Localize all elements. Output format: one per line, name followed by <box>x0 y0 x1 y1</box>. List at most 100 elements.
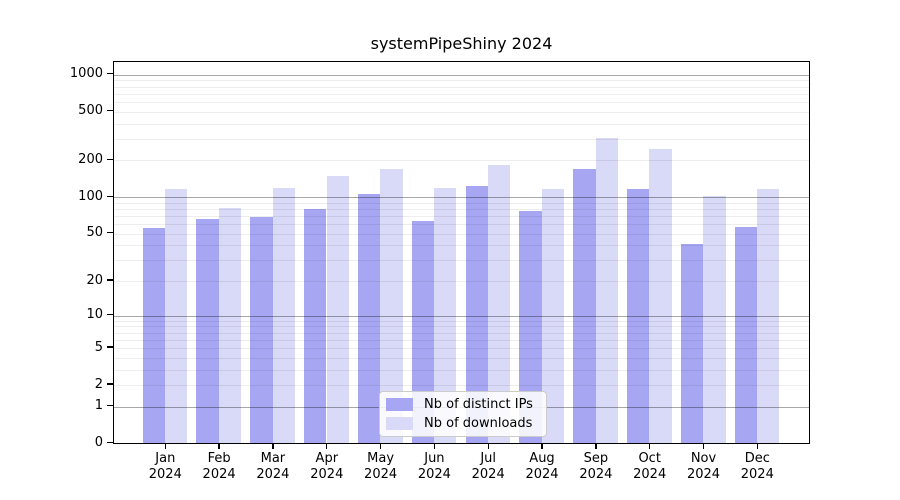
y-tick-mark-1000 <box>107 72 113 75</box>
y-tick-label-20: 20 <box>86 272 103 288</box>
gridline-6 <box>114 339 809 341</box>
y-tick-label-10: 10 <box>86 307 103 323</box>
gridline-major-100 <box>114 197 809 199</box>
legend-item-downloads: Nb of downloads <box>380 416 546 431</box>
gridline-8 <box>114 326 809 328</box>
bar-nb-of-distinct-ips-dec-2024 <box>734 227 757 443</box>
x-tick-mark-feb-2024 <box>218 443 220 449</box>
bar-nb-of-downloads-sep-2024 <box>595 137 618 443</box>
x-tick-label-apr-2024: Apr 2024 <box>310 451 344 482</box>
gridline-major-1000 <box>114 74 809 76</box>
y-tick-mark-0 <box>107 442 113 444</box>
y-tick-label-5: 5 <box>94 339 103 355</box>
bar-nb-of-distinct-ips-jun-2024 <box>411 221 435 443</box>
legend-swatch-distinct-ips <box>386 398 413 412</box>
y-tick-mark-1 <box>107 405 113 407</box>
x-tick-label-dec-2024: Dec 2024 <box>740 451 774 482</box>
gridline-400 <box>114 123 809 125</box>
gridline-4 <box>114 357 809 359</box>
y-tick-label-0: 0 <box>94 435 103 451</box>
gridline-5 <box>114 348 809 349</box>
y-tick-mark-100 <box>107 195 113 197</box>
bar-nb-of-downloads-oct-2024 <box>649 148 672 443</box>
x-tick-label-jan-2024: Jan 2024 <box>148 451 182 482</box>
x-tick-label-may-2024: May 2024 <box>364 451 398 482</box>
gridline-7 <box>114 332 809 334</box>
gridline-50 <box>114 233 809 235</box>
x-tick-mark-apr-2024 <box>326 443 328 449</box>
y-tick-label-1: 1 <box>94 398 103 414</box>
gridline-90 <box>114 202 809 204</box>
x-tick-label-aug-2024: Aug 2024 <box>525 451 559 482</box>
bar-nb-of-distinct-ips-may-2024 <box>357 194 381 443</box>
gridline-major-10 <box>114 315 809 317</box>
x-tick-mark-jan-2024 <box>164 443 166 449</box>
bar-nb-of-downloads-feb-2024 <box>218 207 242 443</box>
x-tick-label-nov-2024: Nov 2024 <box>686 451 721 482</box>
gridline-2 <box>114 385 809 386</box>
x-tick-mark-may-2024 <box>379 443 382 449</box>
legend-item-distinct-ips: Nb of distinct IPs <box>380 397 546 412</box>
gridline-800 <box>114 86 809 88</box>
x-tick-mark-nov-2024 <box>702 443 705 449</box>
bar-nb-of-downloads-apr-2024 <box>326 176 349 443</box>
bar-nb-of-downloads-jul-2024 <box>487 164 511 443</box>
bar-nb-of-distinct-ips-apr-2024 <box>304 209 327 443</box>
bar-nb-of-downloads-nov-2024 <box>703 196 726 443</box>
y-tick-label-2: 2 <box>94 376 103 392</box>
y-tick-mark-2 <box>107 383 113 385</box>
bar-nb-of-downloads-jan-2024 <box>165 188 188 443</box>
gridline-80 <box>114 209 809 210</box>
y-tick-mark-5 <box>107 346 113 348</box>
legend-label-downloads: Nb of downloads <box>424 415 533 431</box>
x-tick-mark-jun-2024 <box>433 443 436 449</box>
bar-nb-of-distinct-ips-jul-2024 <box>465 186 488 443</box>
bar-nb-of-distinct-ips-nov-2024 <box>680 244 704 443</box>
y-tick-mark-50 <box>107 232 113 234</box>
x-tick-mark-aug-2024 <box>541 443 543 449</box>
x-tick-label-feb-2024: Feb 2024 <box>202 451 236 482</box>
x-tick-mark-oct-2024 <box>649 443 651 449</box>
gridline-9 <box>114 320 809 322</box>
x-tick-label-oct-2024: Oct 2024 <box>633 451 667 482</box>
y-tick-label-100: 100 <box>78 188 103 204</box>
x-tick-mark-jul-2024 <box>487 443 489 449</box>
y-tick-label-500: 500 <box>78 103 103 119</box>
gridline-30 <box>114 260 809 262</box>
x-tick-mark-dec-2024 <box>756 443 758 449</box>
gridline-70 <box>114 216 809 217</box>
bar-nb-of-distinct-ips-aug-2024 <box>519 211 542 443</box>
x-tick-label-jun-2024: Jun 2024 <box>417 451 451 482</box>
y-tick-mark-20 <box>107 279 113 281</box>
y-tick-label-50: 50 <box>86 225 103 241</box>
bar-nb-of-distinct-ips-oct-2024 <box>627 189 650 443</box>
bar-nb-of-downloads-dec-2024 <box>757 188 780 443</box>
x-tick-label-mar-2024: Mar 2024 <box>256 451 290 482</box>
gridline-900 <box>114 80 809 82</box>
gridline-60 <box>114 224 809 226</box>
gridline-600 <box>114 101 809 103</box>
bar-nb-of-distinct-ips-mar-2024 <box>250 217 273 443</box>
gridline-300 <box>114 138 809 140</box>
y-tick-label-1000: 1000 <box>69 66 103 82</box>
legend: Nb of distinct IPs Nb of downloads <box>379 391 547 437</box>
x-tick-mark-sep-2024 <box>595 443 597 449</box>
bar-nb-of-distinct-ips-sep-2024 <box>573 169 596 443</box>
bar-nb-of-downloads-may-2024 <box>380 169 403 443</box>
gridline-3 <box>114 369 809 371</box>
gridline-700 <box>114 93 809 95</box>
y-tick-label-200: 200 <box>78 151 103 167</box>
bar-nb-of-downloads-mar-2024 <box>272 187 295 443</box>
bar-nb-of-distinct-ips-feb-2024 <box>196 219 219 443</box>
gridline-20 <box>114 281 809 283</box>
y-tick-mark-500 <box>107 109 113 112</box>
bar-nb-of-distinct-ips-jan-2024 <box>142 228 165 443</box>
bar-nb-of-downloads-jun-2024 <box>434 187 457 443</box>
legend-swatch-downloads <box>386 416 413 430</box>
gridline-40 <box>114 245 809 247</box>
gridline-200 <box>114 160 809 162</box>
x-tick-label-sep-2024: Sep 2024 <box>579 451 613 482</box>
x-tick-label-jul-2024: Jul 2024 <box>471 451 505 482</box>
chart-title: systemPipeShiny 2024 <box>370 34 553 53</box>
